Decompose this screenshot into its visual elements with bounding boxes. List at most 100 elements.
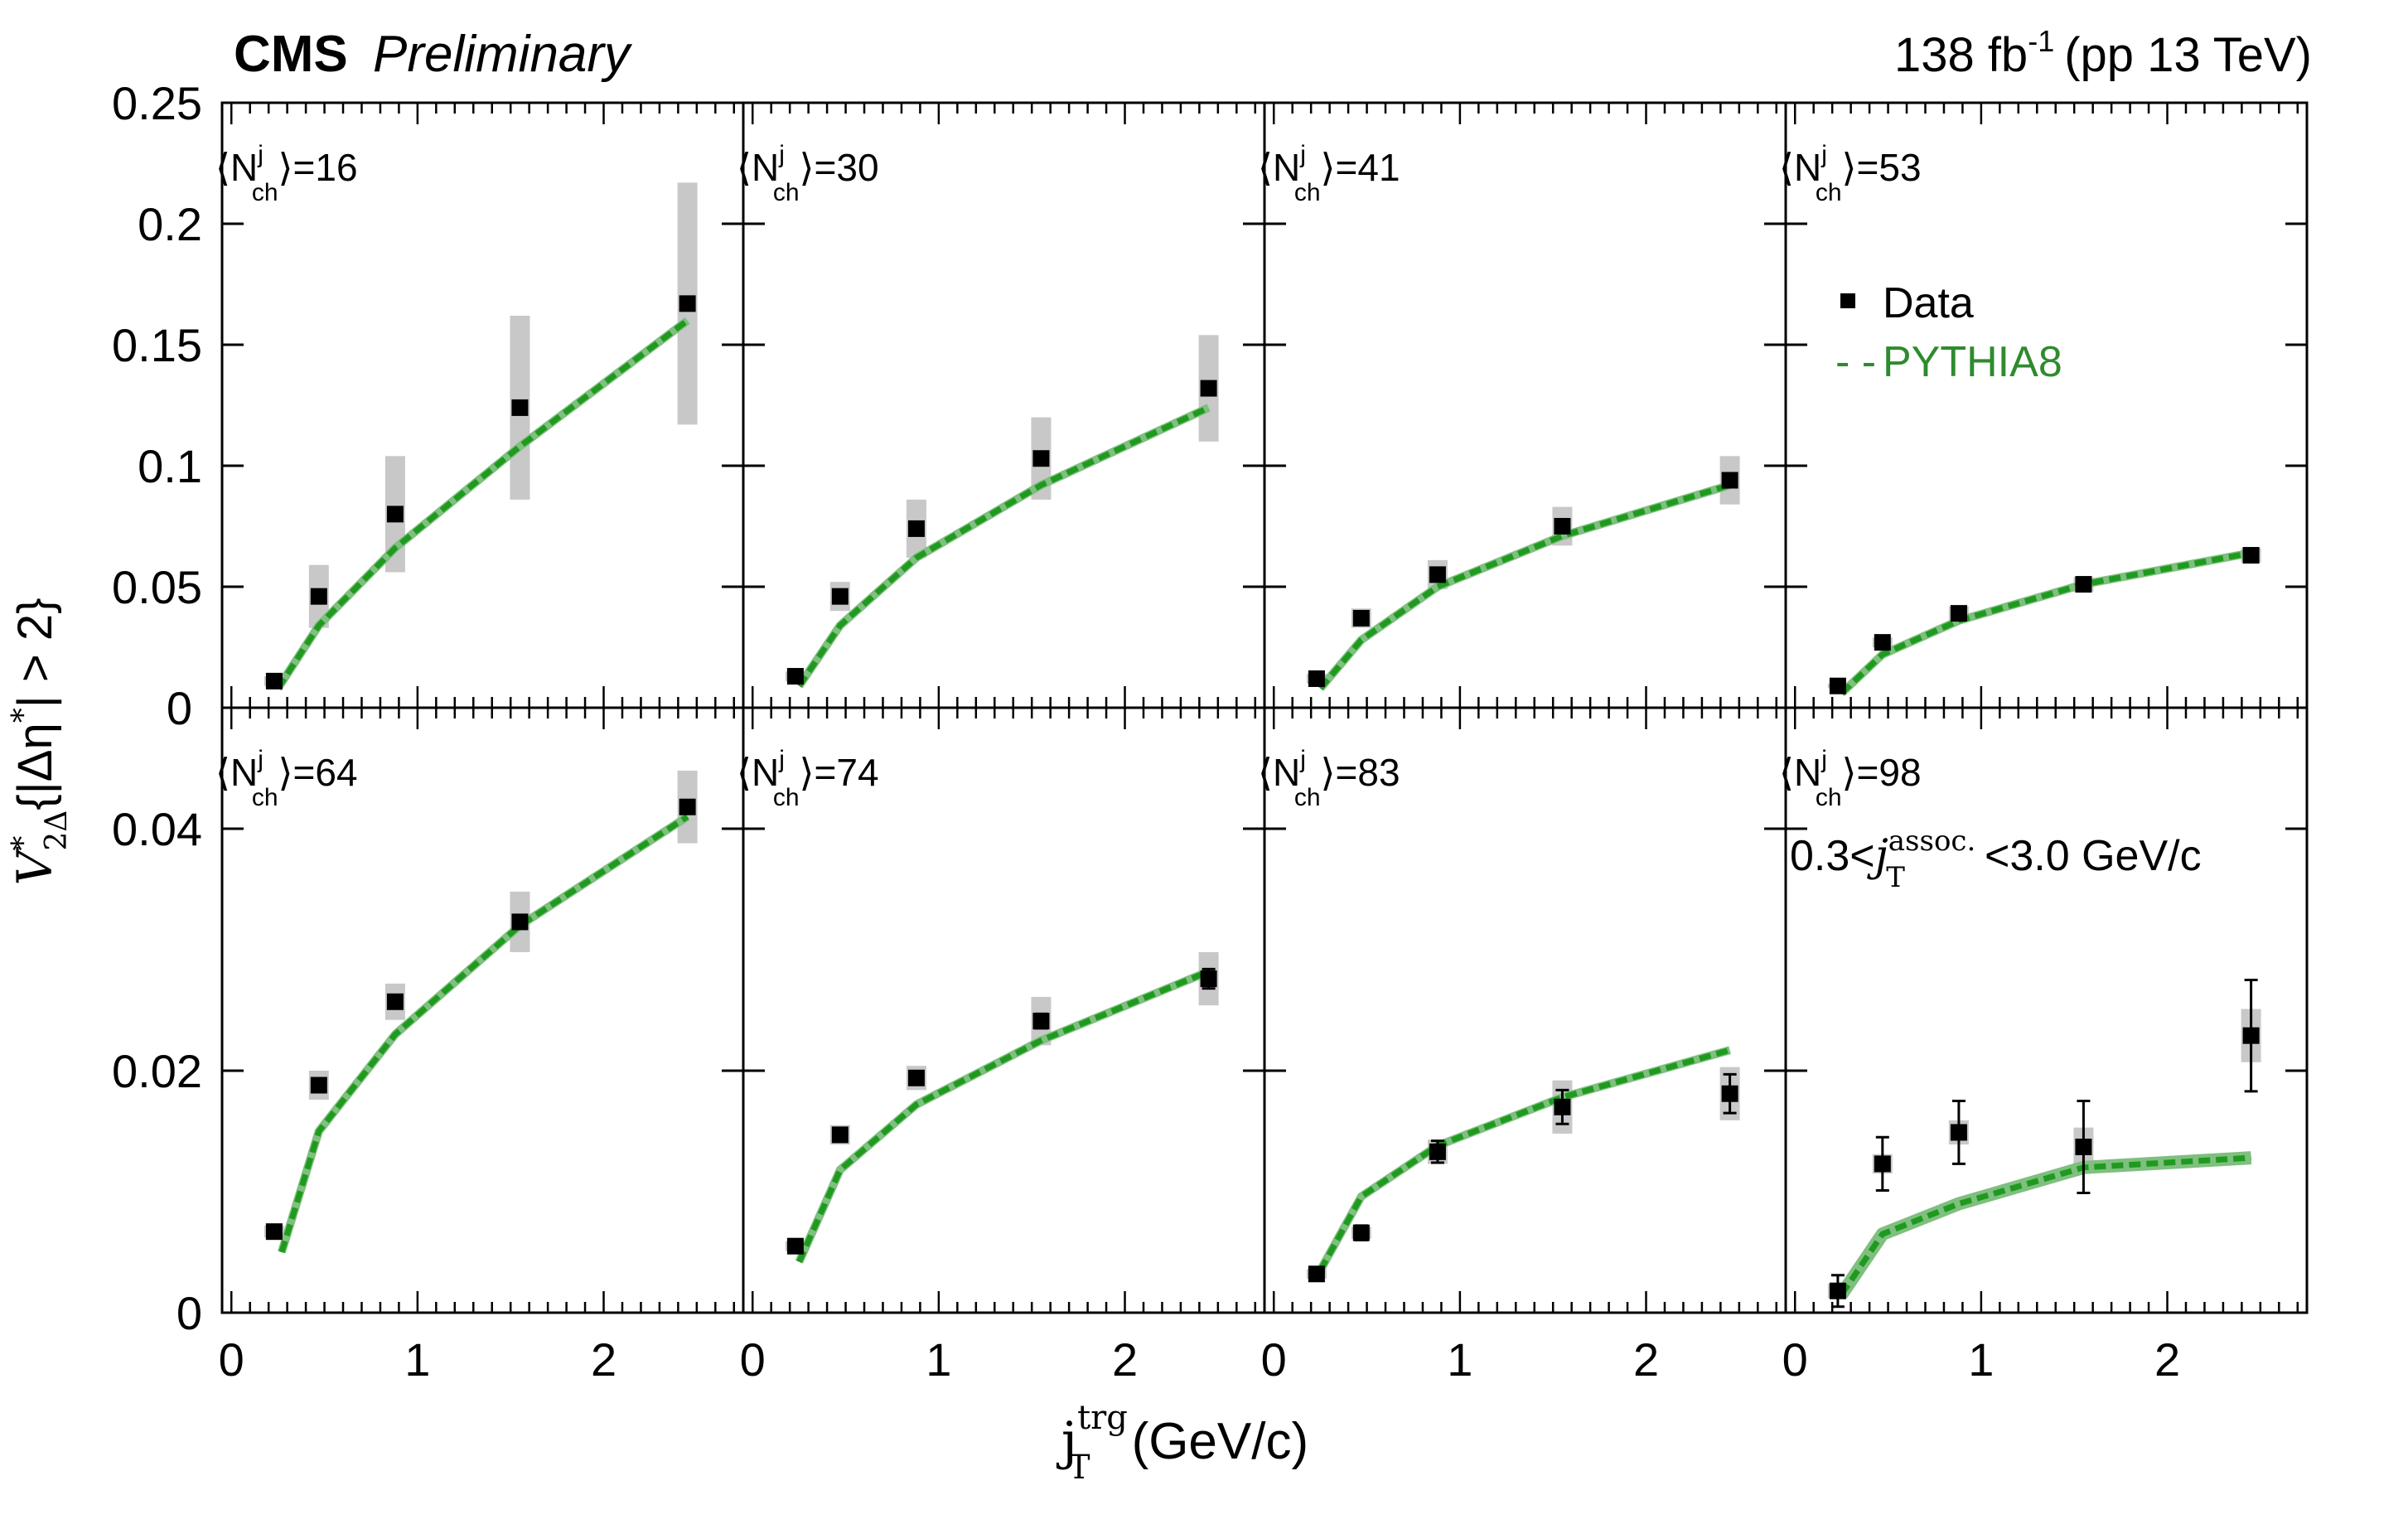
panel-6: ⟨Nj ch⟩=74	[737, 746, 1219, 1264]
x-tick-label: 1	[404, 1333, 430, 1386]
data-point	[1352, 1224, 1370, 1241]
data-point	[1200, 380, 1217, 397]
data-point	[1032, 450, 1050, 467]
x-tick-label: 2	[2154, 1333, 2180, 1386]
pythia-band	[1838, 549, 2252, 697]
x-tick-label: 0	[1261, 1333, 1287, 1386]
data-point	[265, 1223, 283, 1241]
legend-model-label: PYTHIA8	[1883, 338, 2062, 386]
x-tick-label: 2	[1112, 1333, 1138, 1386]
data-point	[1874, 1155, 1891, 1173]
pythia-curve	[796, 404, 1211, 688]
panel-nch-label: ⟨Nj ch⟩=41	[1258, 141, 1400, 206]
panel-nch-label: ⟨Nj ch⟩=64	[215, 746, 358, 811]
data-point	[1352, 609, 1370, 627]
y-tick-label: 0.02	[112, 1045, 202, 1097]
data-point	[1950, 605, 1967, 622]
experiment-label: CMS	[234, 26, 348, 83]
svg-text:V*2Δ{|Δη*| > 2}: V*2Δ{|Δη*| > 2}	[7, 598, 74, 885]
panel-frame-4	[1784, 101, 2309, 709]
data-point	[1950, 1124, 1967, 1141]
pythia-band	[795, 404, 1211, 689]
data-point	[2242, 1027, 2260, 1044]
data-point	[1429, 1143, 1446, 1160]
y-tick-label: 0.05	[112, 561, 202, 613]
data-point	[265, 672, 283, 689]
data-point	[310, 1076, 327, 1094]
panel-frame-1	[220, 101, 745, 709]
x-axis-label: jtrg T (GeV/c)	[1057, 1399, 1308, 1487]
legend-data-label: Data	[1883, 279, 1974, 327]
panel-nch-label: ⟨Nj ch⟩=83	[1258, 746, 1400, 811]
panel-3: ⟨Nj ch⟩=41	[1258, 141, 1740, 691]
panel-frame-5	[220, 706, 745, 1314]
y-tick-label: 0.04	[112, 803, 202, 855]
data-point	[2075, 1138, 2092, 1155]
data-point	[1308, 1265, 1325, 1283]
x-tick-label: 0	[219, 1333, 244, 1386]
y-tick-label: 0.2	[138, 198, 202, 250]
x-tick-label: 0	[740, 1333, 766, 1386]
pythia-band	[278, 813, 690, 1254]
data-point	[386, 506, 404, 523]
pythia-curve	[1839, 1154, 2251, 1297]
panel-2: ⟨Nj ch⟩=30	[737, 141, 1219, 689]
data-point	[1308, 670, 1325, 687]
data-point	[907, 1069, 925, 1086]
x-tick-label: 1	[1968, 1333, 1994, 1386]
y-tick-label: 0	[176, 1287, 202, 1339]
pythia-curve	[275, 318, 689, 690]
panel-8: ⟨Nj ch⟩=98	[1779, 746, 2261, 1309]
y-tick-label-zero: 0	[167, 682, 192, 734]
x-tick-label: 2	[591, 1333, 617, 1386]
data-point	[786, 1237, 804, 1255]
x-tick-label: 0	[1782, 1333, 1808, 1386]
data-point	[1429, 566, 1446, 583]
panel-frame-6	[742, 706, 1266, 1314]
pythia-curve	[278, 814, 689, 1254]
data-point	[511, 913, 529, 931]
legend-data-marker	[1840, 293, 1855, 308]
y-tick-label: 0.15	[112, 319, 202, 371]
data-point	[2075, 576, 2092, 593]
panel-nch-label: ⟨Nj ch⟩=98	[1779, 746, 1922, 811]
pythia-band	[274, 317, 690, 691]
panel-1: ⟨Nj ch⟩=16	[215, 141, 698, 691]
data-point	[1829, 677, 1846, 694]
data-point	[679, 798, 696, 815]
data-point	[1874, 634, 1891, 651]
y-tick-label: 0.1	[138, 440, 202, 492]
legend-model-marker: - -	[1835, 338, 1876, 386]
data-point	[1032, 1013, 1050, 1030]
data-point	[2242, 547, 2260, 564]
data-point	[511, 399, 529, 416]
data-point	[386, 993, 404, 1010]
y-tick-label: 0.25	[112, 77, 202, 129]
panel-nch-label: ⟨Nj ch⟩=74	[737, 746, 879, 811]
panel-frame-2	[742, 101, 1266, 709]
status-label: Preliminary	[373, 26, 633, 83]
pythia-band	[1317, 1046, 1731, 1273]
data-point	[310, 588, 327, 605]
data-point	[1554, 1098, 1571, 1115]
pythia-curve	[1839, 549, 2252, 696]
x-tick-label: 1	[926, 1333, 951, 1386]
pythia-band	[795, 967, 1211, 1264]
panel-5: ⟨Nj ch⟩=64	[215, 746, 698, 1254]
x-tick-label: 2	[1633, 1333, 1659, 1386]
panel-4: ⟨Nj ch⟩=53	[1779, 141, 2261, 697]
cut-label: 0.3<jassoc. T <3.0 GeV/c	[1790, 825, 2202, 894]
panel-nch-label: ⟨Nj ch⟩=16	[215, 141, 358, 206]
data-point	[786, 668, 804, 685]
panel-nch-label: ⟨Nj ch⟩=30	[737, 141, 879, 206]
data-point	[679, 295, 696, 312]
legend: Data - - PYTHIA8	[1835, 279, 2062, 386]
data-point	[1721, 472, 1738, 489]
pythia-curve	[796, 969, 1210, 1264]
data-point	[907, 520, 925, 537]
y-axis-label: V*2Δ{|Δη*| > 2}	[7, 598, 74, 885]
pythia-curve	[1318, 1047, 1731, 1272]
data-point	[1829, 1282, 1846, 1299]
panel-7: ⟨Nj ch⟩=83	[1258, 746, 1740, 1283]
